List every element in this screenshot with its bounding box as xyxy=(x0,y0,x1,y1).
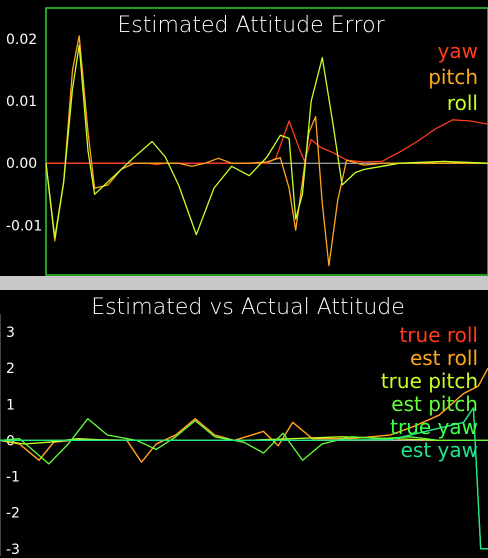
legend-entry-true-yaw: true yaw xyxy=(390,415,478,439)
legend-entry-true-pitch: true pitch xyxy=(381,369,478,393)
attitude-comparison-chart: Estimated vs Actual Attitude 3 2 1 0 -1 -2 -3 tr… xyxy=(0,290,488,558)
y-tick-label: -1 xyxy=(6,470,20,486)
y-tick-label: 2 xyxy=(6,361,15,377)
series-line-est-yaw xyxy=(0,407,488,550)
y-tick-label: -0.01 xyxy=(6,218,42,234)
chart-title: Estimated Attitude Error xyxy=(117,13,385,38)
attitude-error-chart: Estimated Attitude Error 0.02 0.01 0.00 -0.0… xyxy=(0,0,488,276)
y-tick-label: 0.00 xyxy=(6,156,37,172)
series-line-roll xyxy=(45,44,488,239)
attitude-error-plot: Estimated Attitude Error 0.02 0.01 0.00 -0.0… xyxy=(6,7,488,276)
series-line-pitch xyxy=(45,35,488,267)
plot-frame xyxy=(45,7,488,276)
series-line-est-pitch xyxy=(0,418,488,465)
legend-entry-pitch: pitch xyxy=(428,65,478,89)
attitude-comparison-plot: Estimated vs Actual Attitude3210-1-2-3tr… xyxy=(0,295,488,558)
y-tick-label: -2 xyxy=(6,506,20,522)
legend-entry-roll: roll xyxy=(447,91,478,115)
y-tick-label: 1 xyxy=(6,397,15,413)
y-tick-label: 0.02 xyxy=(6,32,37,48)
y-tick-label: 3 xyxy=(6,325,15,341)
chart-title: Estimated vs Actual Attitude xyxy=(91,295,405,320)
legend-entry-est-roll: est roll xyxy=(410,346,478,370)
y-tick-label: 0.01 xyxy=(6,94,37,110)
legend-entry-yaw: yaw xyxy=(438,39,478,63)
legend-entry-est-yaw: est yaw xyxy=(401,438,478,462)
legend-entry-true-roll: true roll xyxy=(399,323,478,347)
y-tick-label: -3 xyxy=(6,542,20,558)
legend-entry-est-pitch: est pitch xyxy=(391,392,478,416)
